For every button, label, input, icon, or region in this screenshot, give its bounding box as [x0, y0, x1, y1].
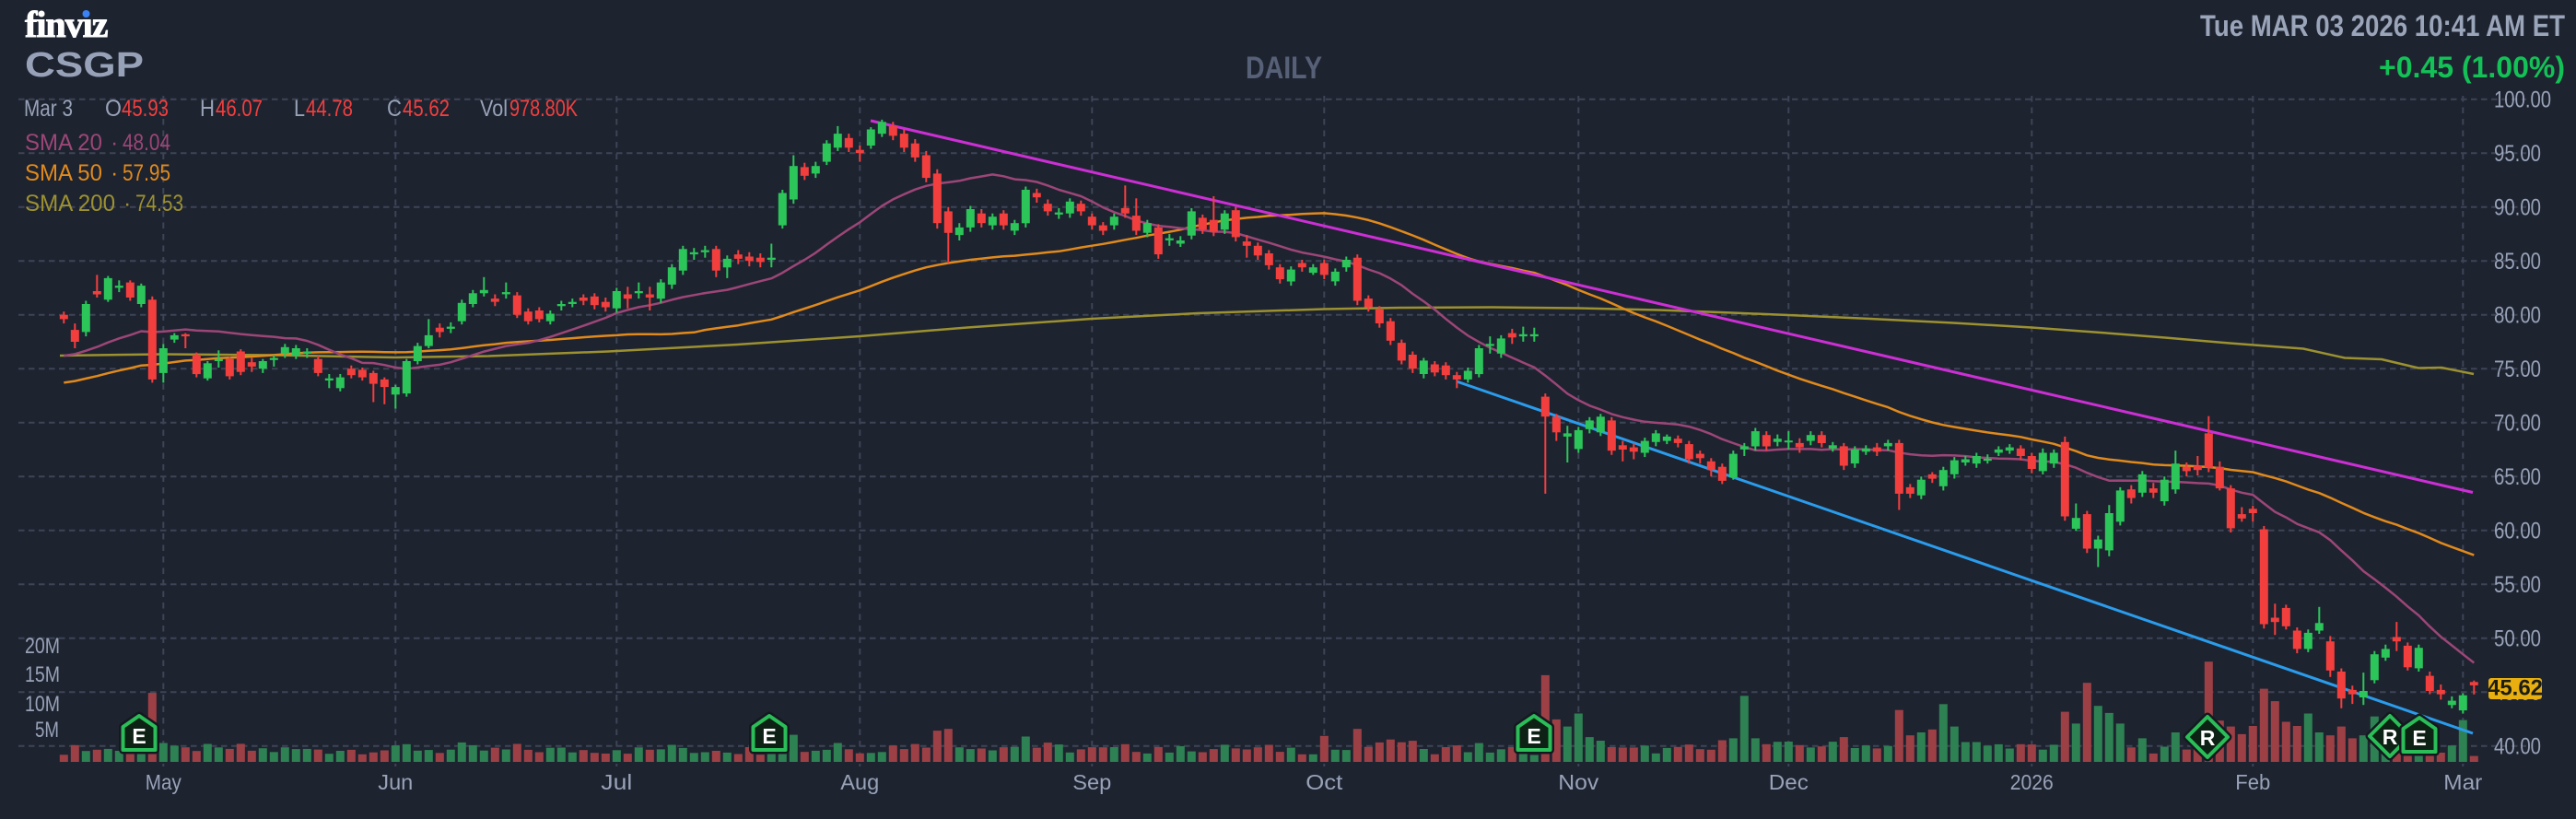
- svg-text:R: R: [2200, 726, 2216, 750]
- svg-text:57.95: 57.95: [123, 160, 170, 186]
- svg-text:DAILY: DAILY: [1246, 51, 1322, 86]
- svg-text:Jul: Jul: [601, 770, 632, 794]
- svg-text:40.00: 40.00: [2494, 734, 2541, 760]
- svg-text:Dec: Dec: [1769, 770, 1809, 794]
- svg-text:SMA 200: SMA 200: [25, 191, 115, 216]
- svg-text:Aug: Aug: [840, 770, 879, 794]
- svg-text:10M: 10M: [25, 692, 60, 717]
- svg-text:SMA 20: SMA 20: [25, 130, 102, 156]
- svg-text:SMA 50: SMA 50: [25, 160, 102, 186]
- svg-text:46.07: 46.07: [216, 96, 263, 122]
- svg-text:50.00: 50.00: [2494, 626, 2541, 652]
- svg-text:Sep: Sep: [1072, 770, 1111, 794]
- svg-text:R: R: [2383, 725, 2398, 749]
- svg-text:Feb: Feb: [2235, 770, 2270, 794]
- svg-text:65.00: 65.00: [2494, 464, 2541, 490]
- svg-text:Vol: Vol: [480, 96, 508, 122]
- svg-text:70.00: 70.00: [2494, 411, 2541, 437]
- svg-text:15M: 15M: [25, 662, 60, 687]
- svg-text:E: E: [132, 724, 146, 748]
- svg-text:Mar 3: Mar 3: [24, 96, 73, 122]
- svg-text:20M: 20M: [25, 634, 60, 659]
- svg-text:85.00: 85.00: [2494, 249, 2541, 275]
- svg-text:Tue MAR 03 2026 10:41 AM ET: Tue MAR 03 2026 10:41 AM ET: [2200, 9, 2565, 42]
- svg-text:74.53: 74.53: [135, 191, 183, 216]
- svg-text:90.00: 90.00: [2494, 195, 2541, 221]
- svg-text:75.00: 75.00: [2494, 357, 2541, 382]
- svg-text:Jun: Jun: [378, 770, 413, 794]
- svg-text:E: E: [2412, 726, 2426, 750]
- svg-text:5M: 5M: [35, 718, 59, 743]
- svg-text:H: H: [200, 96, 215, 122]
- svg-text:C: C: [387, 96, 402, 122]
- svg-text:80.00: 80.00: [2494, 303, 2541, 329]
- svg-text:95.00: 95.00: [2494, 141, 2541, 167]
- svg-text:May: May: [146, 770, 181, 794]
- svg-text:+0.45 (1.00%): +0.45 (1.00%): [2379, 51, 2565, 84]
- svg-text:finvız: finvız: [25, 4, 108, 45]
- svg-text:44.78: 44.78: [306, 96, 353, 122]
- svg-text:L: L: [294, 96, 305, 122]
- svg-text:60.00: 60.00: [2494, 519, 2541, 544]
- svg-text:45.62: 45.62: [2488, 676, 2543, 701]
- svg-text:O: O: [105, 96, 122, 122]
- svg-text:45.93: 45.93: [122, 96, 169, 122]
- svg-text:Mar: Mar: [2443, 770, 2482, 794]
- svg-text:·: ·: [111, 130, 118, 156]
- svg-text:978.80K: 978.80K: [509, 96, 578, 122]
- svg-text:E: E: [1527, 724, 1540, 748]
- svg-text:E: E: [762, 724, 776, 748]
- svg-text:CSGP: CSGP: [25, 46, 144, 85]
- svg-text:48.04: 48.04: [123, 130, 170, 156]
- svg-text:·: ·: [123, 191, 131, 216]
- svg-text:Nov: Nov: [1558, 770, 1599, 794]
- svg-text:45.62: 45.62: [403, 96, 450, 122]
- svg-text:Oct: Oct: [1306, 770, 1343, 794]
- svg-text:2026: 2026: [2010, 770, 2054, 794]
- svg-text:100.00: 100.00: [2494, 88, 2551, 113]
- svg-text:·: ·: [111, 160, 118, 186]
- svg-text:55.00: 55.00: [2494, 572, 2541, 598]
